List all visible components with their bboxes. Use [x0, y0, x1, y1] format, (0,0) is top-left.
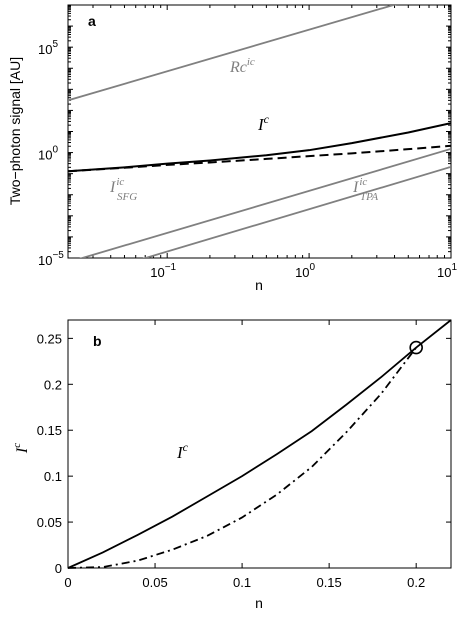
panel-a-y-tick-label: 105: [38, 39, 58, 57]
panel-a: a n Two−photon signal [AU] 10−1 100 10110−…: [7, 4, 457, 293]
panel-b-series-line-0: [67, 319, 452, 569]
panel-a-series-line-0: [68, 5, 397, 102]
panel-a-ticks: 10−1 100 101 10−5 100 105: [38, 4, 457, 280]
panel-a-series: [68, 5, 451, 258]
panel-a-y-axis-label: Two−photon signal [AU]: [7, 57, 23, 205]
svg-text:Ic: Ic: [11, 443, 31, 454]
label-i-sfg-ic: Iic SFG: [109, 176, 137, 203]
panel-a-y-tick-label: 10−5: [38, 250, 64, 268]
panel-a-label: a: [88, 13, 96, 29]
panel-b-y-tick-label: 0.25: [37, 331, 62, 346]
label-i-c-a: Ic: [257, 112, 270, 134]
label-rc-ic: Rcic: [229, 56, 255, 76]
panel-b-x-tick-label: 0.15: [316, 575, 341, 590]
panel-a-y-tick-label: 100: [38, 145, 58, 163]
panel-a-curve-labels: Rcic Ic Iic SFG Iic TPA: [109, 56, 378, 203]
panel-b-y-tick-label: 0: [55, 561, 62, 576]
panel-a-series-line-4: [142, 166, 451, 258]
panel-b-x-tick-label: 0.1: [233, 575, 251, 590]
panel-b-y-tick-label: 0.05: [37, 515, 62, 530]
label-i-tpa-ic: Iic TPA: [352, 176, 378, 203]
panel-b-x-tick-label: 0: [64, 575, 71, 590]
panel-b-label: b: [93, 333, 102, 349]
label-i-c-b: Ic: [176, 440, 189, 462]
panel-a-x-tick-label: 100: [295, 262, 315, 280]
panel-b-series: [67, 319, 452, 569]
panel-b-y-axis-label: Ic: [11, 443, 31, 454]
panel-b-y-tick-label: 0.15: [37, 423, 62, 438]
panel-b-y-tick-label: 0.1: [44, 469, 62, 484]
panel-b-plot-frame: [67, 319, 452, 569]
panel-b-x-tick-label: 0.05: [142, 575, 167, 590]
panel-b: b n Ic 0 0.05 0.1 0.15 0.2 0 0.05 0.1 0.15 0.2 0.2…: [11, 319, 452, 611]
panel-b-circle-marker: [409, 340, 423, 355]
panel-a-x-tick-label: 101: [437, 262, 457, 280]
panel-b-x-axis-label: n: [255, 595, 263, 611]
panel-b-ticks: 0 0.05 0.1 0.15 0.2 0 0.05 0.1 0.15 0.2 0.25: [37, 320, 451, 590]
panel-a-series-line-3: [79, 148, 451, 258]
panel-b-series-line-1: [67, 347, 417, 569]
panel-a-series-line-2: [68, 144, 451, 173]
panel-b-x-tick-label: 0.2: [407, 575, 425, 590]
panel-a-x-axis-label: n: [255, 277, 263, 293]
panel-a-x-tick-label: 10−1: [150, 262, 176, 280]
panel-b-y-tick-label: 0.2: [44, 377, 62, 392]
